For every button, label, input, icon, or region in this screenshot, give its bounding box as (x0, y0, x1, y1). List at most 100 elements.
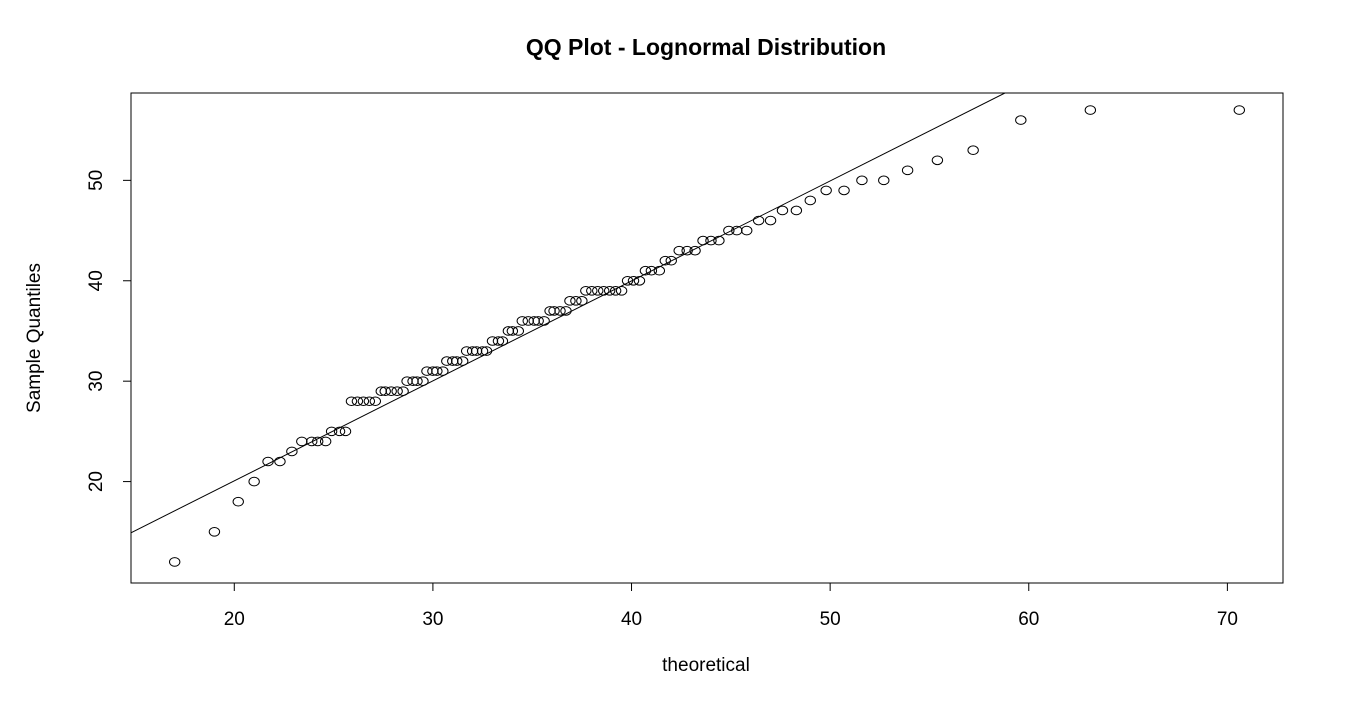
data-point (168, 557, 181, 567)
plot-frame (130, 92, 1284, 584)
data-point (713, 235, 725, 246)
data-point (441, 356, 453, 366)
data-point (931, 155, 944, 166)
data-point (1015, 115, 1027, 125)
data-point (232, 496, 244, 507)
y-axis: 20 30 40 50 (86, 170, 131, 492)
data-point (856, 175, 868, 186)
x-tick-label: 20 (224, 609, 245, 630)
x-axis: 20 30 40 50 60 70 (224, 583, 1238, 630)
data-point (659, 255, 671, 266)
data-point (820, 185, 832, 196)
data-point (548, 306, 560, 316)
data-point (580, 286, 592, 296)
data-point (689, 245, 701, 256)
y-tick-label: 30 (86, 371, 107, 392)
data-point (764, 215, 777, 226)
data-point (570, 296, 582, 306)
data-point (492, 336, 505, 346)
data-point (512, 326, 525, 336)
x-tick-label: 50 (820, 609, 841, 630)
y-tick-label: 20 (86, 471, 107, 492)
data-point (516, 316, 528, 326)
data-point (476, 346, 489, 356)
data-point (262, 456, 274, 467)
chart-title: QQ Plot - Lognormal Distribution (526, 34, 886, 60)
data-point (673, 245, 685, 256)
data-point (312, 436, 324, 447)
data-point (1084, 105, 1097, 115)
data-point (967, 145, 979, 156)
data-point (554, 306, 566, 316)
data-point (592, 286, 604, 296)
data-point (752, 215, 765, 226)
data-point (522, 316, 534, 326)
y-axis-label: Sample Quantiles (24, 263, 45, 413)
data-point (586, 286, 598, 296)
data-point (339, 426, 352, 437)
y-tick-label: 40 (86, 270, 107, 291)
data-point (705, 235, 717, 246)
data-point (363, 396, 376, 407)
x-tick-label: 70 (1217, 609, 1238, 630)
y-tick-label: 50 (86, 170, 107, 191)
data-point (878, 175, 890, 186)
data-point (248, 476, 260, 487)
data-point (633, 275, 646, 286)
data-point (697, 235, 709, 246)
data-point (603, 286, 616, 296)
data-point (609, 286, 622, 296)
data-point (621, 275, 634, 286)
data-point (411, 376, 423, 386)
data-point (627, 275, 640, 286)
data-point (345, 396, 358, 407)
data-point (665, 255, 677, 266)
x-tick-label: 60 (1018, 609, 1039, 630)
data-point (532, 316, 544, 326)
data-point (319, 436, 332, 447)
data-point (538, 316, 550, 326)
data-point (208, 526, 221, 537)
data-point (417, 376, 429, 386)
data-point (325, 426, 338, 437)
data-point (790, 205, 803, 216)
data-point (1233, 105, 1246, 115)
data-point (369, 396, 382, 407)
data-point (357, 396, 370, 407)
data-point (401, 376, 413, 386)
data-point (421, 366, 433, 376)
data-point (385, 386, 397, 397)
data-point (741, 225, 753, 236)
data-point (286, 446, 298, 457)
data-point (391, 386, 403, 397)
data-point (460, 346, 473, 356)
data-point (681, 245, 693, 256)
data-point (804, 195, 816, 206)
data-point (776, 205, 789, 216)
data-point (639, 265, 652, 276)
data-point (306, 436, 318, 447)
data-point (653, 265, 666, 276)
data-point (901, 165, 914, 176)
reference-line (131, 93, 1006, 534)
data-point (351, 396, 364, 407)
data-point (486, 336, 499, 346)
data-points (168, 105, 1246, 567)
data-point (564, 296, 576, 306)
data-point (333, 426, 346, 437)
data-point (615, 286, 628, 296)
data-point (645, 265, 658, 276)
x-tick-label: 40 (621, 609, 642, 630)
data-point (560, 306, 572, 316)
data-point (598, 286, 610, 296)
data-point (397, 386, 409, 397)
data-point (456, 356, 469, 366)
data-point (480, 346, 493, 356)
data-point (296, 436, 308, 447)
data-point (274, 456, 286, 467)
data-point (496, 336, 509, 346)
data-point (379, 386, 391, 397)
x-tick-label: 30 (422, 609, 443, 630)
data-point (576, 296, 588, 306)
